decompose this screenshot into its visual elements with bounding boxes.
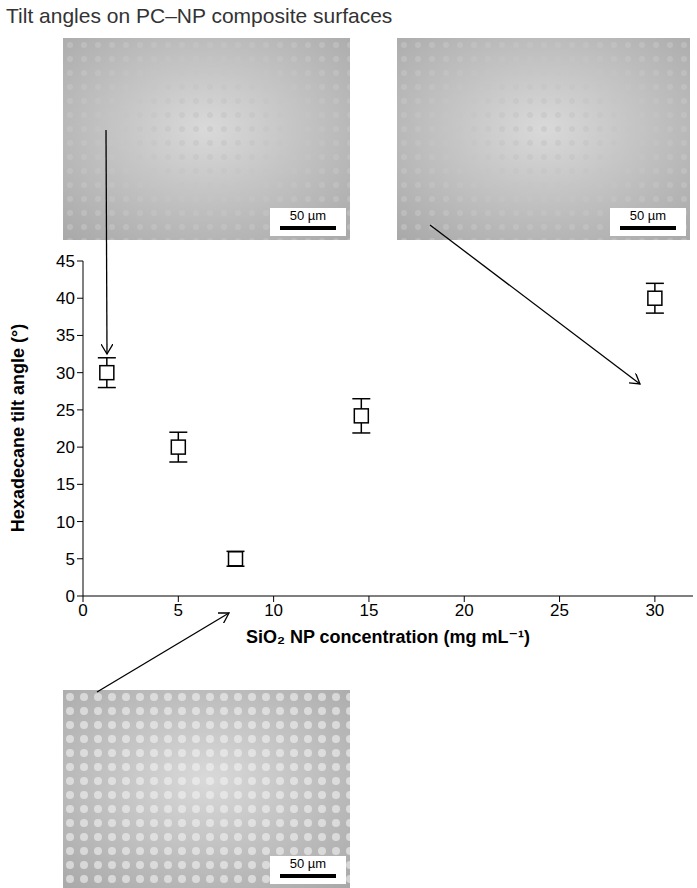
svg-text:50 µm: 50 µm [290, 208, 326, 223]
svg-text:15: 15 [56, 475, 75, 494]
html-text:SiO₂ NP concentration (mg mL⁻¹: SiO₂ NP concentration (mg mL⁻¹) [245, 627, 531, 647]
svg-text:5: 5 [174, 601, 183, 620]
svg-text:50 µm: 50 µm [630, 208, 666, 223]
svg-text:0: 0 [78, 601, 87, 620]
svg-text:30: 30 [645, 601, 664, 620]
svg-text:40: 40 [56, 289, 75, 308]
svg-text:15: 15 [359, 601, 378, 620]
svg-text:0: 0 [66, 587, 75, 606]
svg-text:25: 25 [56, 401, 75, 420]
svg-text:10: 10 [56, 513, 75, 532]
svg-text:5: 5 [66, 550, 75, 569]
svg-text:30: 30 [56, 364, 75, 383]
svg-text:25: 25 [550, 601, 569, 620]
svg-text:10: 10 [264, 601, 283, 620]
html-text:Tilt angles on PC–NP composite: Tilt angles on PC–NP composite surfaces [6, 4, 393, 27]
svg-text:50 µm: 50 µm [290, 856, 326, 871]
svg-text:35: 35 [56, 326, 75, 345]
svg-text:20: 20 [455, 601, 474, 620]
html-text:Hexadecane tilt angle (°): Hexadecane tilt angle (°) [7, 323, 28, 533]
svg-text:20: 20 [56, 438, 75, 457]
svg-text:45: 45 [56, 252, 75, 271]
